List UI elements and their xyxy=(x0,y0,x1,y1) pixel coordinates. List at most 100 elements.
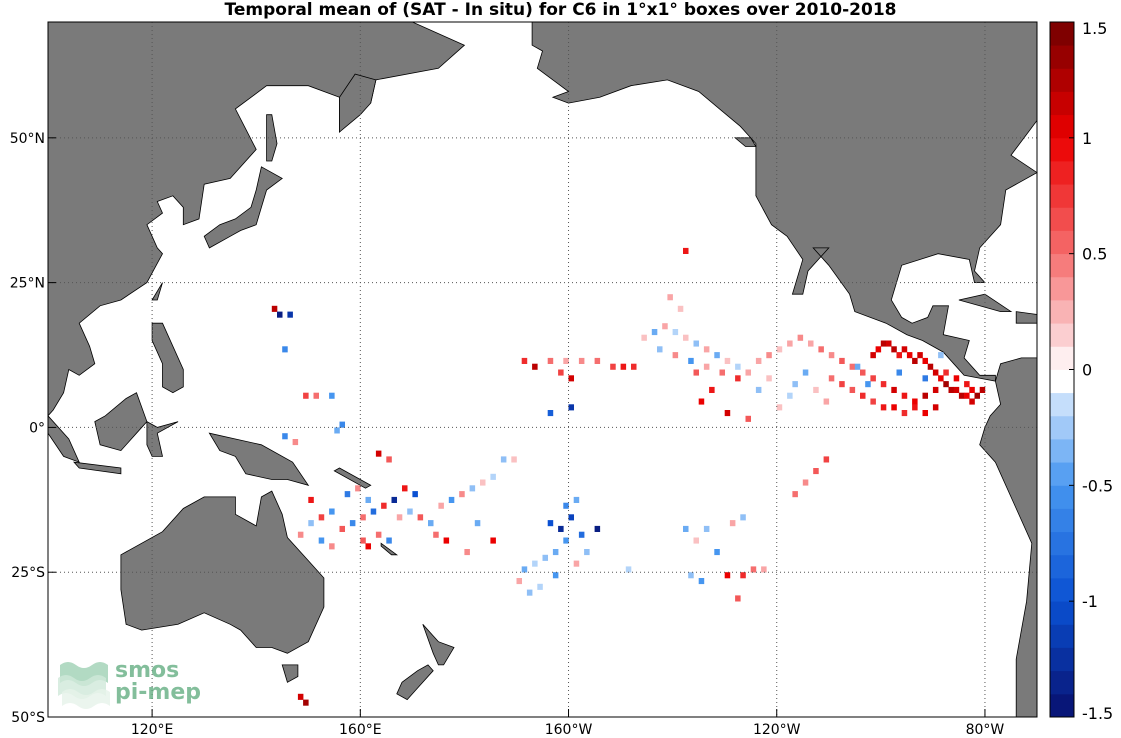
data-cell xyxy=(891,404,897,411)
colorbar-segment xyxy=(1050,415,1074,440)
landmasses xyxy=(47,21,1038,718)
data-cell xyxy=(724,572,731,579)
colorbar-segment xyxy=(1050,578,1074,602)
data-cell xyxy=(740,572,746,579)
data-cell xyxy=(735,375,741,382)
data-cell xyxy=(953,375,960,382)
data-cell xyxy=(849,363,856,370)
data-cell xyxy=(932,386,939,393)
map-frame xyxy=(47,21,1038,718)
data-cell xyxy=(917,352,923,359)
data-cell xyxy=(386,537,392,544)
colorbar-segment xyxy=(1050,300,1074,324)
data-cell xyxy=(703,363,710,370)
data-cell xyxy=(823,456,830,463)
colorbar-segment xyxy=(1050,693,1074,718)
colorbar-segment xyxy=(1050,184,1074,208)
colorbar-segment xyxy=(1050,670,1074,695)
data-cell xyxy=(683,247,689,254)
data-cell xyxy=(308,496,314,503)
data-cell xyxy=(360,537,366,544)
data-cell xyxy=(568,514,575,521)
x-tick-label: 160°E xyxy=(339,722,382,738)
data-cell xyxy=(433,531,439,538)
land-philippines xyxy=(151,322,184,394)
data-cell xyxy=(912,398,918,405)
data-cell xyxy=(719,369,726,376)
data-cell xyxy=(979,386,986,393)
data-cell xyxy=(740,514,746,521)
data-cell xyxy=(901,410,908,417)
data-cell xyxy=(428,520,434,527)
data-cell xyxy=(578,531,585,538)
data-cell xyxy=(714,549,720,556)
data-cell xyxy=(735,595,741,602)
colorbar-segment xyxy=(1050,276,1074,301)
data-cell xyxy=(870,398,876,405)
data-cell xyxy=(839,357,845,364)
data-cell xyxy=(532,560,538,567)
data-cell xyxy=(521,566,528,573)
land-solomon xyxy=(333,467,372,489)
data-cell xyxy=(407,508,413,515)
land-sakhalin xyxy=(266,114,278,162)
colorbar-segment xyxy=(1050,22,1074,46)
data-cell xyxy=(568,375,575,382)
data-cell xyxy=(297,693,304,700)
data-cell xyxy=(287,311,293,318)
data-cell xyxy=(568,404,575,411)
data-cell xyxy=(355,485,361,492)
data-cell xyxy=(511,456,517,463)
y-tick-label: 25°S xyxy=(11,565,45,581)
data-cell xyxy=(886,340,892,347)
data-cell xyxy=(594,357,601,364)
land-new-zealand-north xyxy=(422,624,455,666)
data-cell xyxy=(672,352,679,359)
data-cell xyxy=(308,520,314,527)
data-cell xyxy=(755,357,762,364)
data-cell xyxy=(563,357,569,364)
colorbar-tick-label: 1.5 xyxy=(1082,19,1107,38)
y-axis-ticks: 50°N 25°N 0° 25°S 50°S xyxy=(10,131,56,726)
data-cell xyxy=(381,502,387,509)
data-cell xyxy=(277,311,283,318)
colorbar-segment xyxy=(1050,392,1074,417)
data-cell xyxy=(943,369,949,376)
colorbar-tick-label: 1 xyxy=(1082,129,1092,148)
data-cell xyxy=(677,305,684,312)
colorbar-segment xyxy=(1050,68,1074,92)
data-cell xyxy=(776,404,783,411)
land-taiwan xyxy=(151,282,163,301)
data-cell xyxy=(964,392,970,399)
colorbar-segment xyxy=(1050,508,1074,533)
data-cell xyxy=(922,375,929,382)
data-cell xyxy=(922,357,929,364)
data-cell xyxy=(620,363,627,370)
data-cell xyxy=(922,410,929,417)
colorbar-segment xyxy=(1050,485,1074,509)
data-cell xyxy=(724,357,731,364)
data-cell xyxy=(573,560,580,567)
data-cell xyxy=(558,369,564,376)
data-cell xyxy=(396,514,403,521)
data-cell xyxy=(375,531,382,538)
data-cell xyxy=(828,352,835,359)
x-tick-label: 80°W xyxy=(966,722,1005,738)
data-cell xyxy=(490,473,496,480)
land-south-america xyxy=(979,357,1038,718)
data-cell xyxy=(745,415,752,422)
y-tick-label: 50°N xyxy=(10,131,45,147)
data-cell xyxy=(896,369,903,376)
y-tick-label: 0° xyxy=(29,420,45,436)
data-cell xyxy=(339,525,346,532)
data-cell xyxy=(703,525,710,532)
data-cell xyxy=(651,329,658,336)
colorbar-segment xyxy=(1050,369,1074,394)
data-cell xyxy=(693,537,700,544)
land-new-guinea xyxy=(208,432,310,486)
logo-text-smos: smos xyxy=(115,658,179,683)
data-cell xyxy=(526,589,533,596)
data-cell xyxy=(500,456,507,463)
data-cell xyxy=(631,363,637,370)
